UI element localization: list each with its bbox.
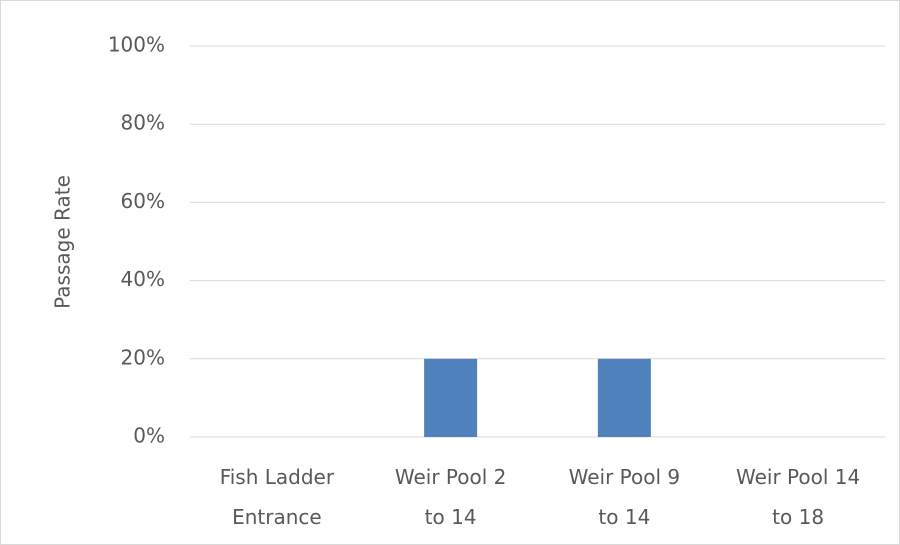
- bar: [424, 358, 478, 437]
- y-tick-label: 80%: [121, 111, 165, 135]
- y-tick-label: 100%: [108, 33, 165, 57]
- y-tick-label: 60%: [121, 189, 165, 213]
- y-tick-label: 0%: [133, 424, 165, 448]
- bar: [597, 358, 651, 437]
- x-tick-label: Weir Pool 2 to 14: [395, 465, 507, 529]
- x-tick-label: Fish Ladder Entrance: [220, 465, 335, 529]
- y-tick-label: 20%: [121, 345, 165, 369]
- x-tick-label: Weir Pool 14 to 18: [736, 465, 860, 529]
- y-axis-title: Passage Rate: [51, 175, 75, 309]
- x-tick-label: Weir Pool 9 to 14: [569, 465, 681, 529]
- y-tick-label: 40%: [121, 267, 165, 291]
